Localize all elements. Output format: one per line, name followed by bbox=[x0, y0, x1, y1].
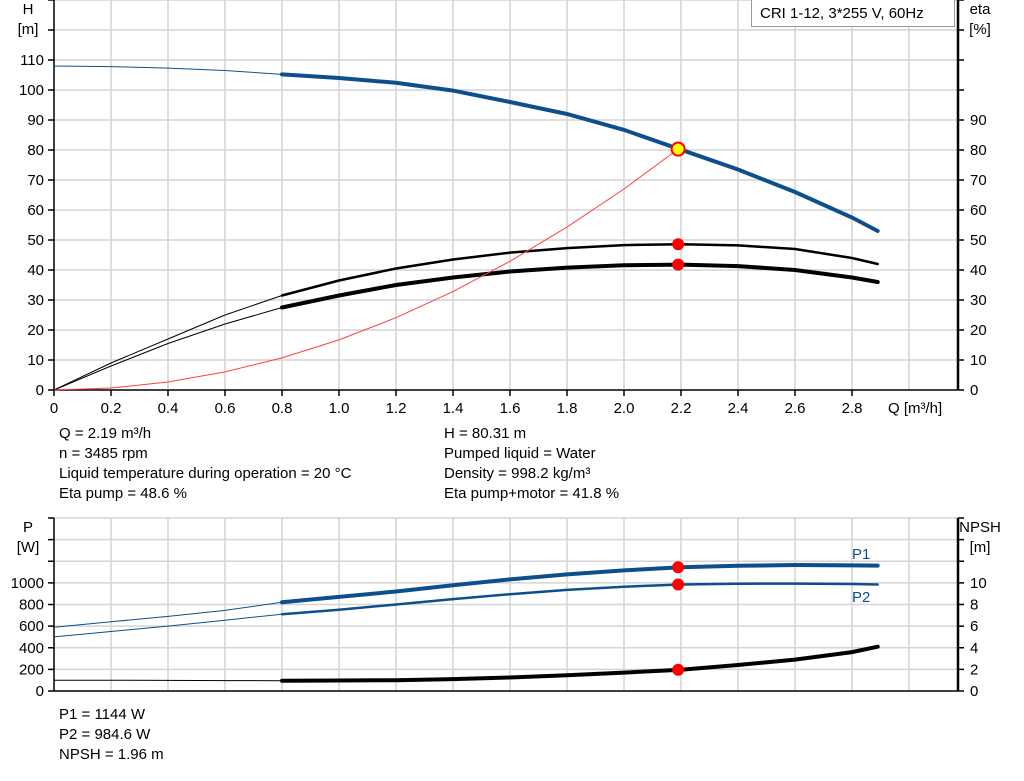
p2-readout: P2 = 984.6 W bbox=[59, 726, 151, 743]
series-system-curve bbox=[53, 148, 679, 391]
p1-operating-point bbox=[672, 561, 685, 574]
left-axis-unit: [W] bbox=[17, 539, 40, 556]
series-NPSH bbox=[280, 644, 880, 683]
left-tick-label: 0 bbox=[36, 382, 44, 399]
x-tick-label: 0.8 bbox=[272, 400, 293, 417]
right-tick-label: 0 bbox=[970, 683, 978, 700]
right-tick-label: 6 bbox=[970, 618, 978, 635]
eta-pump-motor-operating-point bbox=[672, 258, 685, 271]
right-tick-label: 20 bbox=[970, 322, 987, 339]
info-bottom: P1 = 1144 W P2 = 984.6 W NPSH = 1.96 m bbox=[59, 705, 164, 765]
right-tick-label: 0 bbox=[970, 382, 978, 399]
x-tick-label: 2.2 bbox=[671, 400, 692, 417]
x-tick-label: 1.8 bbox=[557, 400, 578, 417]
left-tick-label: 60 bbox=[27, 202, 44, 219]
eta-pump-readout: Eta pump = 48.6 % bbox=[59, 485, 187, 502]
left-tick-label: 50 bbox=[27, 232, 44, 249]
left-tick-label: 200 bbox=[19, 661, 44, 678]
duty-point-marker bbox=[670, 141, 686, 157]
left-tick-label: 110 bbox=[20, 52, 44, 69]
series-eta-pump-motor-extrapolated bbox=[53, 307, 283, 391]
right-tick-label: 40 bbox=[970, 262, 987, 279]
speed-readout: n = 3485 rpm bbox=[59, 445, 148, 462]
left-tick-label: 100 bbox=[19, 82, 44, 99]
x-tick-label: 2.6 bbox=[785, 400, 806, 417]
x-tick-label: 2.8 bbox=[842, 400, 863, 417]
left-tick-label: 30 bbox=[27, 292, 44, 309]
left-axis-unit: [m] bbox=[18, 21, 39, 38]
right-axis-unit: [m] bbox=[970, 539, 991, 556]
series-P2-extrapolated bbox=[53, 613, 283, 638]
left-tick-label: 20 bbox=[27, 322, 44, 339]
series-H bbox=[280, 72, 880, 233]
right-tick-label: 2 bbox=[970, 661, 978, 678]
left-axis-title: H bbox=[23, 1, 34, 18]
right-axis-title: eta bbox=[970, 1, 992, 18]
x-tick-label: 2.0 bbox=[614, 400, 635, 417]
series-NPSH-extrapolated bbox=[54, 679, 283, 682]
right-tick-label: 70 bbox=[970, 172, 987, 189]
right-tick-label: 90 bbox=[970, 112, 987, 129]
x-tick-label: 1.6 bbox=[500, 400, 521, 417]
right-tick-label: 80 bbox=[970, 142, 987, 159]
right-tick-label: 8 bbox=[970, 597, 978, 614]
right-axis-unit: [%] bbox=[969, 21, 991, 38]
x-axis-title: Q [m³/h] bbox=[888, 400, 942, 417]
left-tick-label: 70 bbox=[27, 172, 44, 189]
p1-series-label: P1 bbox=[852, 546, 870, 563]
x-tick-label: 0.6 bbox=[215, 400, 236, 417]
right-tick-label: 30 bbox=[970, 292, 987, 309]
series-eta-pump-extrapolated bbox=[53, 295, 283, 391]
liquid-readout: Pumped liquid = Water bbox=[444, 445, 596, 462]
left-tick-label: 40 bbox=[27, 262, 44, 279]
p2-operating-point bbox=[672, 578, 685, 591]
x-tick-label: 1.4 bbox=[443, 400, 464, 417]
series-eta-pump bbox=[280, 242, 879, 297]
left-tick-label: 400 bbox=[19, 640, 44, 657]
p2-series-label: P2 bbox=[852, 589, 870, 606]
x-tick-label: 2.4 bbox=[728, 400, 749, 417]
right-tick-label: 60 bbox=[970, 202, 987, 219]
right-tick-label: 4 bbox=[970, 640, 978, 657]
left-tick-label: 600 bbox=[19, 618, 44, 635]
left-axis-title: P bbox=[23, 519, 33, 536]
left-tick-label: 0 bbox=[36, 683, 44, 700]
x-tick-label: 0 bbox=[50, 400, 58, 417]
left-tick-label: 10 bbox=[27, 352, 44, 369]
x-tick-label: 1.0 bbox=[329, 400, 350, 417]
series-P1-extrapolated bbox=[53, 601, 283, 628]
right-tick-label: 10 bbox=[970, 352, 987, 369]
npsh-readout: NPSH = 1.96 m bbox=[59, 746, 164, 763]
left-tick-label: 80 bbox=[27, 142, 44, 159]
series-H-extrapolated bbox=[53, 65, 283, 75]
p1-readout: P1 = 1144 W bbox=[59, 706, 146, 723]
left-tick-label: 800 bbox=[19, 597, 44, 614]
eta-pump-motor-readout: Eta pump+motor = 41.8 % bbox=[444, 485, 620, 502]
info-right: H = 80.31 m Pumped liquid = Water Densit… bbox=[444, 424, 619, 504]
x-tick-label: 1.2 bbox=[386, 400, 407, 417]
info-left: Q = 2.19 m³/h n = 3485 rpm Liquid temper… bbox=[59, 424, 351, 504]
right-tick-label: 10 bbox=[970, 575, 987, 592]
head-readout: H = 80.31 m bbox=[444, 425, 527, 442]
chart-legend: CRI 1-12, 3*255 V, 60Hz bbox=[751, 0, 955, 27]
left-tick-label: 90 bbox=[27, 112, 44, 129]
series-P1 bbox=[280, 562, 880, 605]
right-tick-label: 50 bbox=[970, 232, 987, 249]
flow-readout: Q = 2.19 m³/h bbox=[59, 425, 152, 442]
npsh-operating-point bbox=[672, 663, 685, 676]
eta-pump-operating-point bbox=[672, 238, 685, 251]
x-tick-label: 0.2 bbox=[101, 400, 122, 417]
series-P2 bbox=[280, 582, 879, 616]
left-tick-label: 1000 bbox=[11, 575, 44, 592]
x-tick-label: 0.4 bbox=[158, 400, 179, 417]
right-axis-title: NPSH bbox=[959, 519, 1001, 536]
temperature-readout: Liquid temperature during operation = 20… bbox=[59, 465, 352, 482]
series-eta-pump-motor bbox=[280, 262, 880, 310]
density-readout: Density = 998.2 kg/m³ bbox=[444, 465, 591, 482]
